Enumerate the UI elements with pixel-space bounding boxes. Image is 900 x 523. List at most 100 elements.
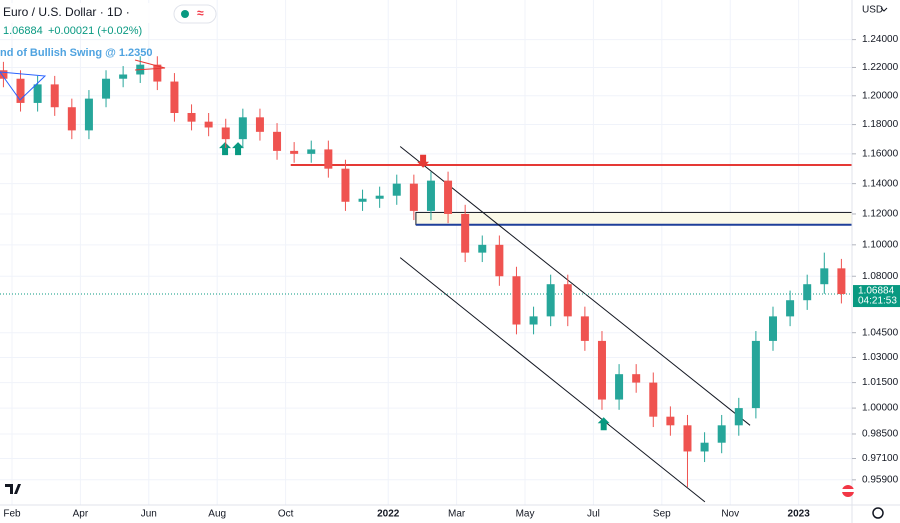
currency-dropdown[interactable]	[880, 7, 888, 12]
x-tick-label: Mar	[448, 509, 466, 520]
y-tick-label: 0.95900	[862, 474, 899, 485]
candle-body	[33, 84, 42, 103]
x-tick-label: Jun	[141, 509, 157, 520]
currency[interactable]: USD	[862, 5, 883, 16]
y-tick-label: 1.00000	[862, 403, 899, 414]
candle-body	[734, 408, 743, 426]
candle-body	[786, 300, 795, 317]
trend-line	[399, 257, 706, 503]
candle-body	[495, 244, 504, 277]
candle-body	[478, 244, 487, 253]
x-tick-label: Oct	[278, 509, 294, 520]
pattern-drawing	[0, 71, 47, 101]
price-zone	[415, 211, 853, 226]
candle-body	[700, 442, 709, 452]
candle-body	[461, 213, 470, 253]
candle-body	[512, 276, 521, 325]
y-tick-label: 1.20000	[862, 90, 899, 101]
candle-body	[307, 149, 316, 154]
y-tick-label: 0.97100	[862, 453, 899, 464]
y-tick-label: 1.04500	[862, 327, 899, 338]
candle-body	[84, 98, 93, 131]
candle-body	[426, 180, 435, 211]
trend-line	[399, 146, 751, 426]
candle-body	[683, 425, 692, 452]
candle-body	[649, 382, 658, 417]
axes: 1.24000 1.22000 1.20000 1.18000 1.16000 1.140…	[3, 34, 900, 520]
candles	[0, 56, 846, 487]
candle-body	[341, 168, 350, 202]
y-tick-label: 0.98500	[862, 429, 899, 440]
candle-body	[751, 340, 760, 409]
x-tick-label: Jul	[587, 509, 600, 520]
price-change: +0.00021 (+0.02%)	[48, 25, 142, 37]
candle-body	[187, 112, 196, 122]
candle-body	[768, 316, 777, 341]
grid	[0, 0, 852, 505]
candle-body	[324, 149, 333, 169]
candle-body	[820, 268, 829, 285]
settings-icon[interactable]	[872, 507, 884, 519]
candle-body	[615, 374, 624, 400]
y-tick-label: 1.08000	[862, 271, 899, 282]
candle-body	[221, 127, 230, 140]
y-tick-label: 1.24000	[862, 34, 899, 45]
x-tick-label: 2023	[788, 509, 811, 520]
candle-body	[238, 117, 247, 140]
candle-body	[803, 284, 812, 301]
candle-body	[597, 340, 606, 400]
candle-body	[290, 150, 299, 154]
candle-body	[392, 183, 401, 196]
pattern-drawing	[134, 59, 166, 71]
candle-body	[563, 284, 572, 317]
candle-body	[358, 198, 367, 202]
status-badge[interactable]	[173, 4, 217, 24]
x-tick-label: 2022	[377, 509, 400, 520]
symbol-title: Euro / U.S. Dollar · 1D ·	[3, 5, 130, 19]
candle-body	[255, 117, 264, 132]
candle-body	[0, 70, 8, 79]
candle-body	[580, 316, 589, 341]
x-tick-label: Nov	[721, 509, 739, 520]
y-tick-label: 1.18000	[862, 119, 899, 130]
candle-body	[444, 180, 453, 214]
last-price: 1.06884	[3, 25, 43, 37]
indicator-note: nd of Bullish Swing @ 1.2350	[0, 47, 153, 59]
legend-bg	[0, 3, 172, 23]
candle-body	[16, 78, 25, 103]
price-tag	[853, 285, 900, 308]
candle-body	[153, 64, 162, 82]
candle-body	[546, 284, 555, 317]
x-tick-label: Apr	[73, 509, 89, 520]
candle-body	[102, 78, 111, 99]
candle-body	[119, 74, 128, 79]
y-tick-label: 1.10000	[862, 239, 899, 250]
tv-logo	[5, 484, 21, 494]
candle-body	[170, 81, 179, 113]
arrow-up	[232, 142, 245, 156]
y-tick-label: 1.16000	[862, 148, 899, 159]
y-tick-label: 1.12000	[862, 209, 899, 220]
candle-body	[837, 268, 846, 295]
arrow-up	[219, 142, 232, 156]
candle-body	[273, 131, 282, 151]
x-tick-label: Feb	[3, 509, 21, 520]
y-tick-label: 1.03000	[862, 352, 899, 363]
x-tick-label: Sep	[653, 509, 671, 520]
drawings	[0, 142, 853, 503]
candle-body	[666, 416, 675, 426]
x-tick-label: May	[516, 509, 535, 520]
price-tag-label: 1.06884	[858, 286, 895, 297]
candle-body	[409, 183, 418, 211]
candle-body	[529, 316, 538, 325]
countdown: 04:21:53	[858, 296, 897, 307]
data-icon: ≈	[197, 6, 204, 20]
arrow-up	[597, 417, 610, 431]
candle-body	[67, 107, 76, 131]
y-tick-label: 1.14000	[862, 178, 899, 189]
x-tick-label: Aug	[208, 509, 226, 520]
candle-body	[632, 374, 641, 383]
market-open-icon	[181, 10, 189, 18]
candle-body	[204, 121, 213, 128]
